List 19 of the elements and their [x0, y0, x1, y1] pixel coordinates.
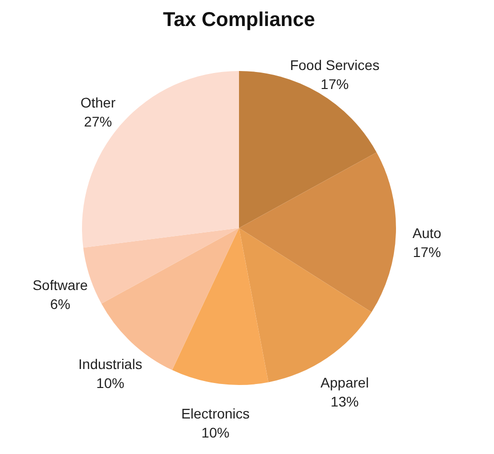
chart-title: Tax Compliance: [163, 9, 315, 31]
slice-label: Auto: [412, 224, 442, 241]
data-label: 13%: [330, 393, 359, 410]
data-label: 10%: [201, 424, 230, 441]
slice-label: Food Services: [290, 57, 380, 74]
pie-slice: [172, 228, 268, 385]
data-label: 17%: [320, 76, 349, 92]
data-label: 27%: [84, 114, 112, 130]
slice-label: Electronics: [181, 406, 250, 422]
pie-slice: [82, 71, 239, 248]
pie-slice: [239, 152, 396, 312]
slice-label: Software: [32, 277, 88, 294]
data-label: 6%: [50, 296, 70, 312]
data-label: 17%: [412, 244, 441, 260]
data-label: 10%: [96, 375, 124, 392]
pie-slice: [239, 71, 377, 228]
slice-label: Other: [80, 94, 116, 111]
slice-label: Apparel: [320, 374, 369, 390]
slice-label: Industrials: [78, 356, 142, 372]
